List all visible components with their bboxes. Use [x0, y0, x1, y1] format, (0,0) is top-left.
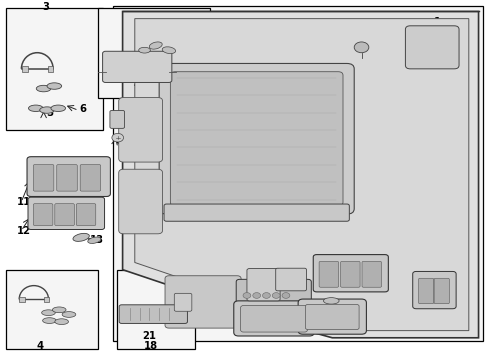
Text: 2: 2: [335, 55, 342, 66]
Bar: [21, 66, 27, 72]
FancyBboxPatch shape: [28, 197, 104, 229]
Text: 21: 21: [142, 331, 156, 341]
Text: 11: 11: [17, 197, 31, 207]
Circle shape: [282, 293, 289, 298]
Circle shape: [252, 293, 260, 298]
Ellipse shape: [52, 307, 66, 313]
FancyBboxPatch shape: [298, 299, 366, 334]
Bar: [19, 297, 25, 302]
Ellipse shape: [55, 319, 68, 324]
Ellipse shape: [36, 85, 51, 92]
FancyBboxPatch shape: [119, 169, 162, 234]
FancyBboxPatch shape: [119, 305, 187, 323]
Text: 19: 19: [292, 96, 306, 106]
Bar: [43, 297, 49, 302]
FancyBboxPatch shape: [240, 306, 307, 332]
Ellipse shape: [62, 312, 76, 318]
Circle shape: [353, 42, 368, 53]
FancyBboxPatch shape: [305, 305, 358, 329]
Bar: [5, 8, 103, 130]
Circle shape: [112, 134, 123, 142]
FancyBboxPatch shape: [27, 157, 110, 197]
Polygon shape: [122, 12, 478, 338]
Ellipse shape: [51, 105, 65, 112]
Text: 15: 15: [263, 324, 277, 334]
Text: 7: 7: [117, 115, 123, 125]
FancyBboxPatch shape: [119, 98, 162, 162]
Text: 5: 5: [46, 108, 53, 118]
FancyBboxPatch shape: [102, 51, 171, 82]
Text: 9: 9: [133, 78, 140, 88]
FancyBboxPatch shape: [340, 261, 359, 287]
Text: 8: 8: [115, 136, 122, 146]
Text: 16: 16: [428, 276, 442, 286]
FancyBboxPatch shape: [170, 72, 342, 206]
Circle shape: [262, 293, 270, 298]
Text: 6: 6: [79, 104, 86, 114]
FancyBboxPatch shape: [164, 276, 241, 328]
Ellipse shape: [73, 233, 89, 241]
Text: 20: 20: [418, 42, 432, 52]
Text: 14: 14: [246, 313, 261, 323]
Bar: [113, 6, 483, 341]
FancyBboxPatch shape: [76, 204, 96, 226]
FancyBboxPatch shape: [433, 278, 448, 304]
FancyBboxPatch shape: [236, 279, 311, 309]
FancyBboxPatch shape: [55, 204, 74, 226]
FancyBboxPatch shape: [57, 165, 77, 191]
Text: 3: 3: [42, 2, 49, 12]
FancyBboxPatch shape: [246, 269, 280, 301]
FancyBboxPatch shape: [33, 204, 53, 226]
Text: 1: 1: [433, 17, 440, 27]
Text: 23: 23: [378, 97, 392, 107]
FancyBboxPatch shape: [418, 278, 433, 304]
Ellipse shape: [40, 107, 54, 113]
Text: 17: 17: [436, 48, 449, 58]
FancyBboxPatch shape: [319, 261, 338, 287]
Text: 25: 25: [317, 314, 331, 324]
Ellipse shape: [149, 42, 162, 49]
Bar: [98, 8, 210, 98]
Circle shape: [272, 293, 280, 298]
FancyBboxPatch shape: [313, 255, 387, 292]
FancyBboxPatch shape: [80, 165, 101, 191]
FancyBboxPatch shape: [174, 293, 191, 311]
Text: 12: 12: [17, 226, 31, 236]
Ellipse shape: [41, 310, 55, 316]
FancyBboxPatch shape: [233, 301, 314, 336]
Ellipse shape: [162, 47, 175, 54]
Text: 13: 13: [90, 235, 104, 245]
Text: 10: 10: [168, 28, 182, 38]
Ellipse shape: [42, 318, 56, 323]
FancyBboxPatch shape: [110, 111, 124, 129]
Bar: [117, 270, 194, 348]
Text: 4: 4: [36, 341, 43, 351]
Ellipse shape: [47, 83, 61, 89]
Bar: [5, 270, 98, 348]
Ellipse shape: [139, 47, 150, 53]
FancyBboxPatch shape: [405, 26, 458, 69]
Bar: [47, 66, 53, 72]
Ellipse shape: [87, 237, 101, 243]
FancyBboxPatch shape: [33, 165, 54, 191]
Text: 18: 18: [143, 341, 158, 351]
Text: 22: 22: [258, 93, 272, 103]
FancyBboxPatch shape: [159, 63, 353, 214]
FancyBboxPatch shape: [275, 268, 306, 291]
Ellipse shape: [28, 105, 43, 112]
FancyBboxPatch shape: [361, 261, 381, 287]
FancyBboxPatch shape: [163, 204, 348, 221]
Circle shape: [243, 293, 250, 298]
Polygon shape: [135, 19, 468, 330]
Ellipse shape: [323, 298, 338, 304]
Text: 24: 24: [378, 118, 392, 128]
FancyBboxPatch shape: [412, 271, 455, 309]
